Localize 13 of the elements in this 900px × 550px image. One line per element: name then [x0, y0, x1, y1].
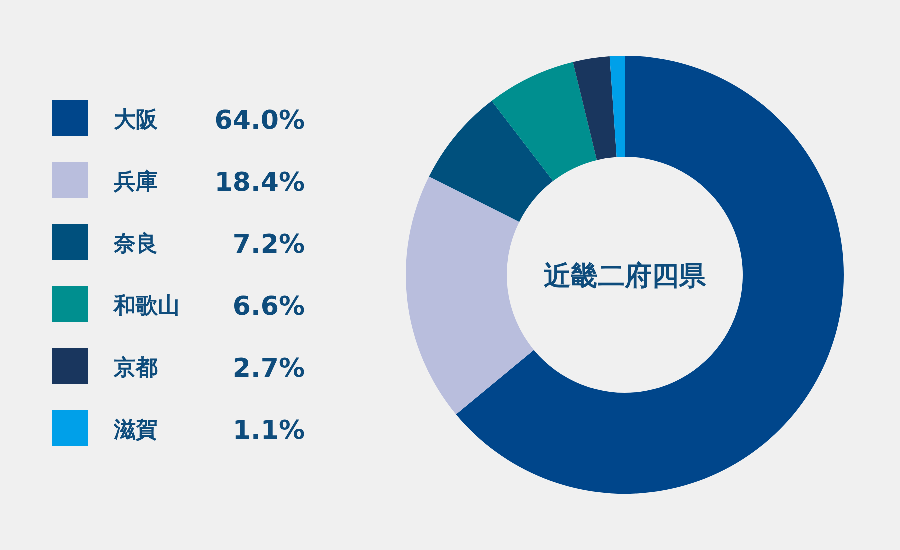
- legend-label: 奈良: [113, 231, 158, 257]
- legend-label: 京都: [113, 355, 158, 381]
- legend-label: 大阪: [114, 108, 159, 133]
- data-label: 1.1%: [232, 416, 305, 446]
- legend-label: 和歌山: [113, 294, 180, 319]
- data-label: 2.7%: [232, 354, 305, 384]
- text: 近畿二府四県: [544, 261, 707, 292]
- data-label: 7.2%: [232, 230, 305, 260]
- legend-label: 兵庫: [113, 169, 158, 195]
- legend-label: 滋賀: [113, 418, 158, 443]
- data-label: 64.0%: [214, 106, 305, 136]
- data-label: 18.4%: [214, 168, 305, 198]
- data-label: 6.6%: [232, 292, 305, 322]
